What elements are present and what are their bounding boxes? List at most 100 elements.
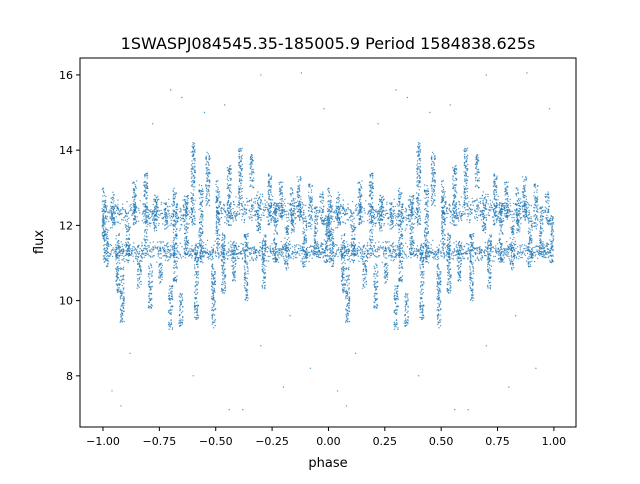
data-point	[387, 255, 390, 257]
data-point	[131, 196, 134, 198]
data-point	[194, 249, 196, 251]
data-point	[418, 250, 420, 253]
data-point	[385, 276, 387, 278]
data-point	[442, 252, 444, 254]
data-point	[442, 210, 444, 212]
data-point	[511, 214, 513, 216]
data-point	[331, 255, 333, 258]
data-point	[541, 255, 544, 258]
data-point	[138, 250, 141, 253]
data-point	[458, 203, 461, 206]
data-point	[248, 248, 250, 250]
data-point	[371, 238, 373, 241]
data-point	[301, 201, 303, 204]
data-point	[330, 199, 332, 201]
data-point	[355, 254, 358, 256]
data-point	[378, 214, 381, 216]
data-point	[472, 200, 474, 202]
data-point	[487, 212, 490, 214]
data-point	[370, 245, 373, 248]
data-point	[320, 244, 322, 247]
data-point	[123, 292, 125, 294]
data-point	[384, 249, 386, 252]
data-point	[388, 202, 391, 204]
data-point	[313, 252, 315, 254]
data-point	[226, 251, 228, 253]
data-point	[392, 215, 394, 218]
data-point	[354, 250, 356, 252]
data-point	[345, 315, 348, 318]
data-point	[249, 259, 251, 262]
data-point	[148, 213, 150, 216]
data-point	[137, 220, 140, 223]
data-point	[328, 229, 330, 231]
data-point	[471, 209, 473, 211]
data-point	[359, 206, 361, 208]
data-point	[110, 214, 113, 216]
data-point	[285, 214, 288, 216]
data-point	[111, 224, 114, 226]
data-point	[255, 197, 257, 199]
data-point	[137, 247, 139, 249]
data-point	[525, 247, 527, 249]
data-point	[360, 255, 362, 258]
data-point	[277, 248, 279, 250]
data-point	[332, 262, 335, 264]
data-point	[332, 240, 334, 243]
data-point	[106, 228, 108, 231]
data-point	[117, 287, 119, 289]
data-point	[340, 244, 342, 246]
data-point	[405, 255, 407, 257]
data-point	[211, 251, 213, 254]
data-point	[321, 243, 324, 245]
data-point	[116, 248, 118, 250]
data-point	[121, 284, 124, 287]
data-point	[417, 255, 419, 257]
data-point	[283, 260, 286, 262]
data-point	[476, 205, 478, 208]
data-point	[329, 243, 332, 246]
data-point	[372, 222, 374, 224]
data-point	[378, 200, 381, 203]
data-point	[461, 215, 463, 217]
data-point	[109, 212, 111, 214]
data-point	[460, 196, 463, 198]
data-point	[296, 256, 298, 259]
data-point	[156, 203, 158, 206]
data-point	[417, 224, 419, 226]
data-point	[291, 246, 294, 248]
data-point	[361, 180, 363, 182]
data-point	[363, 220, 365, 223]
data-point	[237, 204, 239, 206]
data-point	[260, 250, 262, 252]
data-point	[362, 216, 364, 218]
data-point	[161, 241, 163, 243]
data-point	[250, 216, 252, 218]
data-point	[243, 207, 245, 209]
data-point	[182, 205, 185, 207]
data-point	[224, 257, 227, 259]
data-point	[345, 268, 347, 270]
data-point	[232, 207, 234, 210]
data-point	[512, 220, 514, 222]
data-point	[503, 205, 505, 207]
data-point	[247, 200, 249, 202]
data-point	[460, 216, 462, 219]
data-point	[484, 254, 486, 257]
data-point	[362, 260, 364, 263]
data-point	[296, 251, 299, 254]
data-point	[277, 261, 280, 263]
data-point	[121, 312, 124, 314]
data-point	[337, 202, 340, 204]
data-point	[387, 212, 389, 214]
data-point	[102, 187, 104, 189]
data-point	[112, 210, 115, 212]
data-point	[151, 270, 154, 272]
data-point	[294, 256, 297, 259]
data-point	[146, 232, 148, 235]
data-point	[260, 216, 262, 219]
data-point	[328, 248, 330, 250]
data-point	[349, 209, 352, 211]
data-point	[310, 249, 313, 251]
data-point	[120, 317, 122, 319]
